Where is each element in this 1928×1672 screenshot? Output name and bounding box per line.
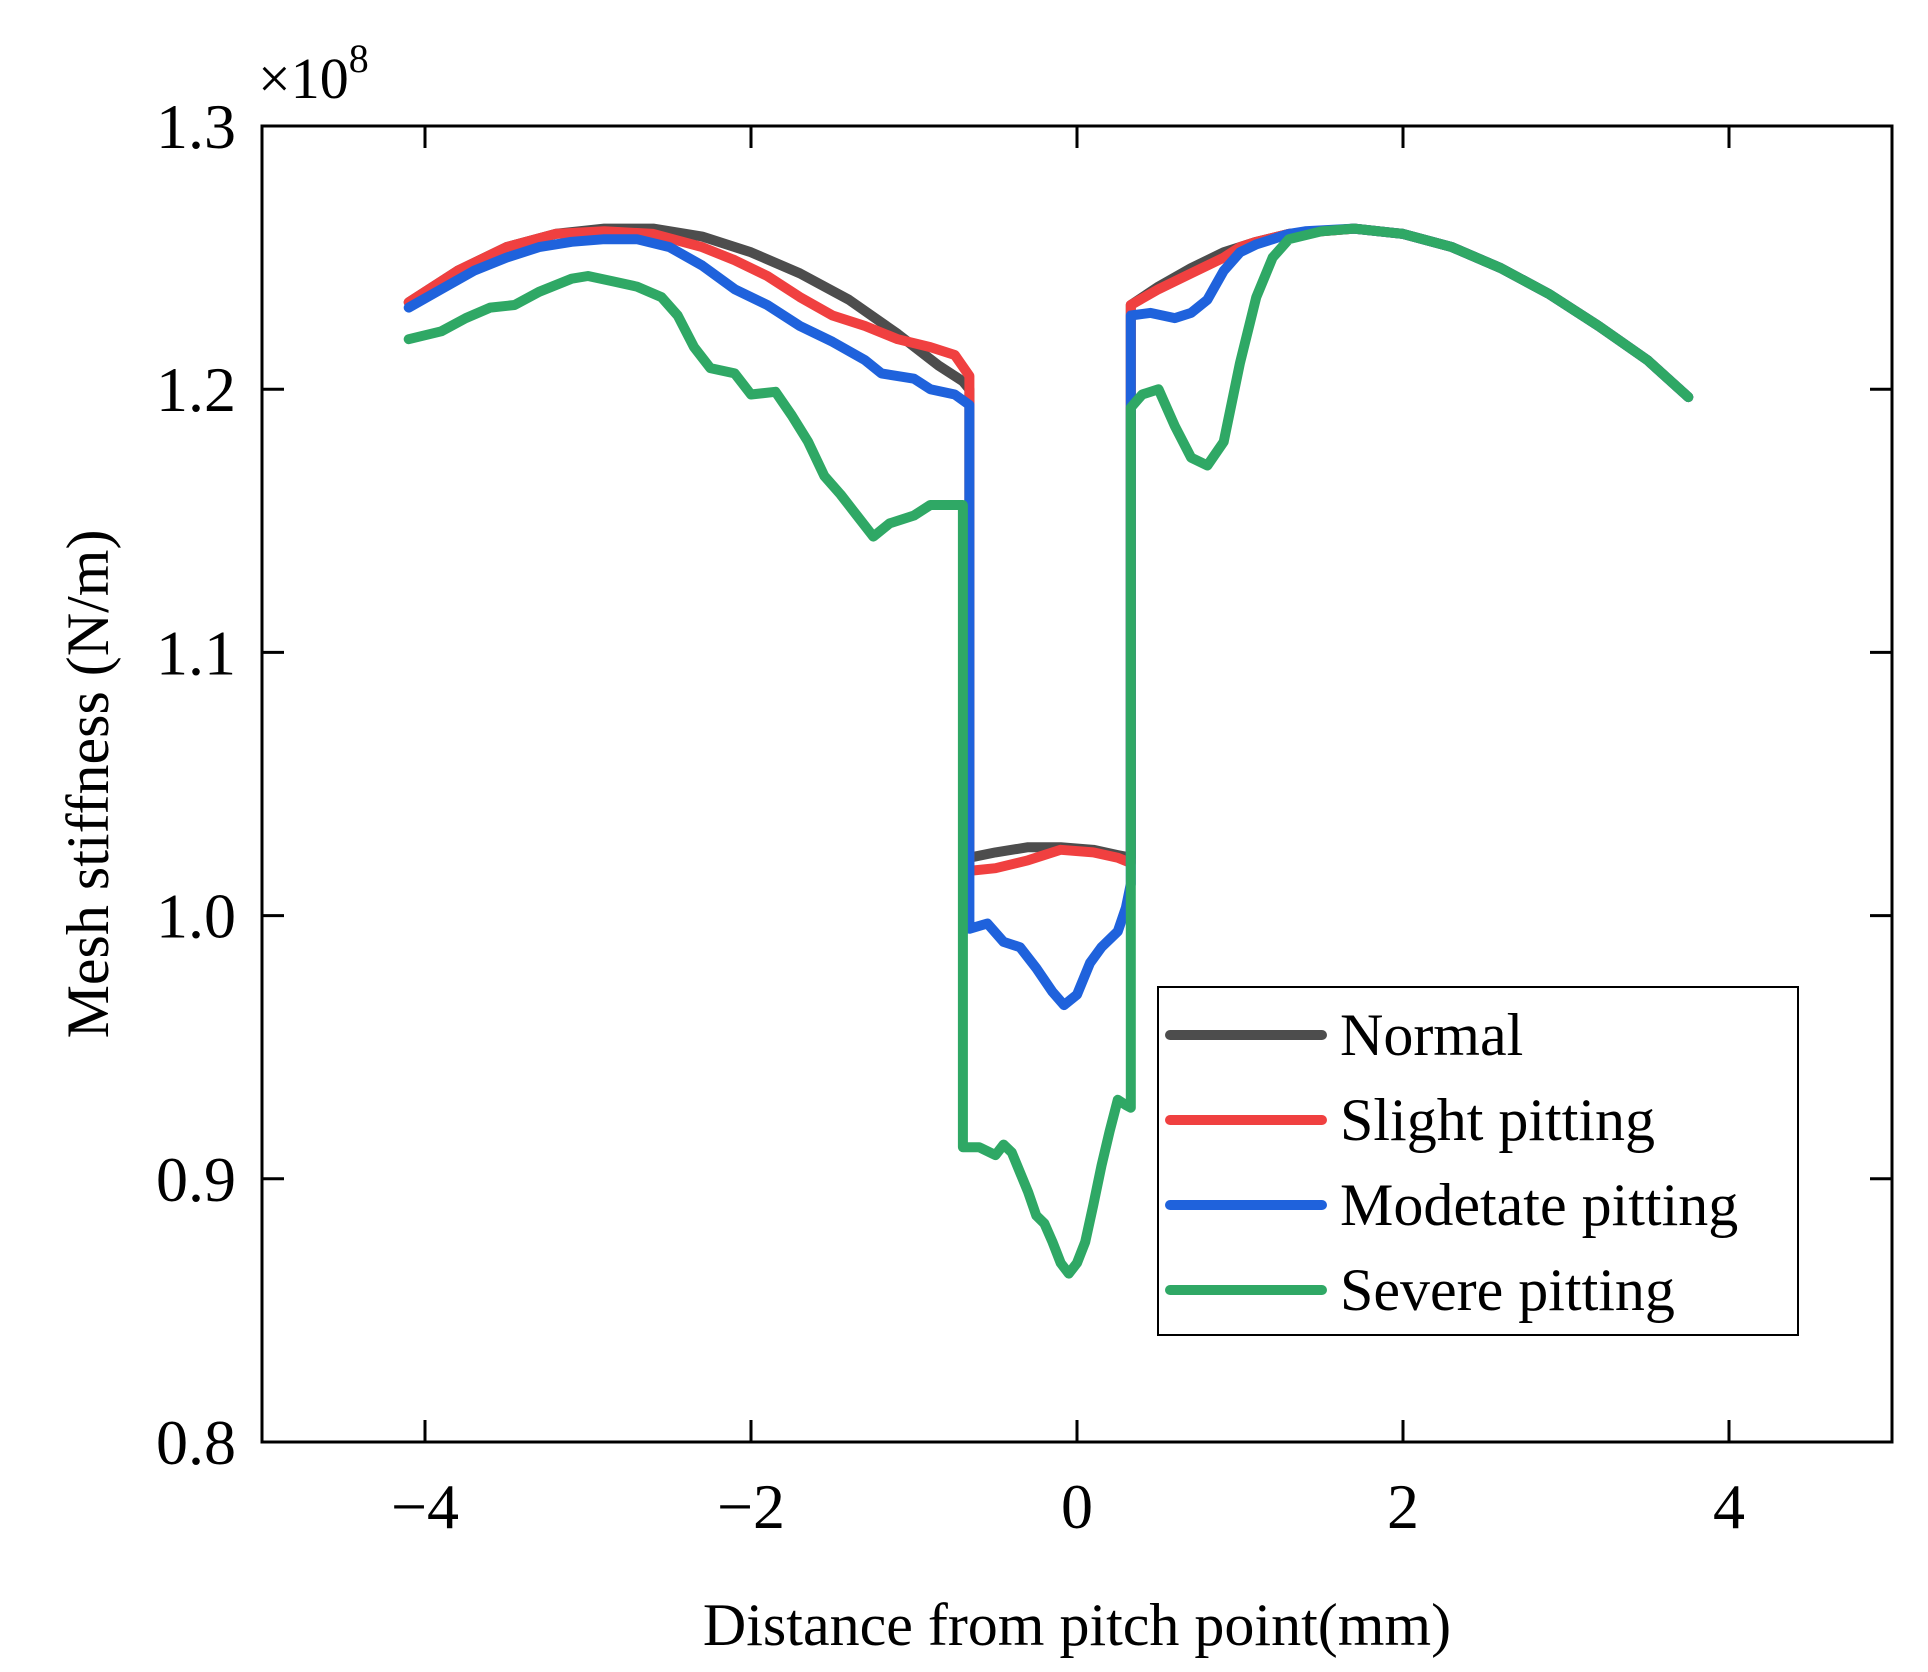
series-line-modetate-pitting — [403, 223, 1694, 1011]
x-tick-label: −2 — [717, 1471, 785, 1542]
series-line-severe-pitting — [403, 223, 1694, 1279]
legend-label-slight-pitting: Slight pitting — [1340, 1087, 1655, 1153]
x-tick-label: 2 — [1387, 1471, 1419, 1542]
axis-ticks: −4 −2 0 2 4 0.8 0.9 1.0 1.1 1.2 1.3 — [156, 91, 1892, 1542]
y-tick-label: 0.8 — [156, 1407, 236, 1478]
legend-label-modetate-pitting: Modetate pitting — [1340, 1172, 1738, 1238]
y-tick-label: 1.0 — [156, 881, 236, 952]
legend: Normal Slight pitting Modetate pitting Seve… — [1157, 986, 1799, 1336]
y-axis-title: Mesh stiffness (N/m) — [55, 530, 121, 1039]
y-tick-label: 1.3 — [156, 91, 236, 162]
x-axis-title: Distance from pitch point(mm) — [703, 1592, 1451, 1658]
legend-label-severe-pitting: Severe pitting — [1340, 1257, 1675, 1323]
x-tick-label: 4 — [1713, 1471, 1745, 1542]
y-tick-label: 1.1 — [156, 617, 236, 688]
y-tick-label: 0.9 — [156, 1144, 236, 1215]
x-tick-label: −4 — [391, 1471, 459, 1542]
legend-box — [1157, 986, 1799, 1336]
series-line-normal — [403, 223, 1694, 863]
x-tick-label: 0 — [1061, 1471, 1093, 1542]
y-tick-label: 1.2 — [156, 354, 236, 425]
series-line-slight-pitting — [403, 223, 1694, 876]
legend-label-normal: Normal — [1340, 1002, 1523, 1068]
series-layer — [403, 223, 1694, 1279]
y-axis-multiplier: ×108 — [258, 36, 369, 111]
